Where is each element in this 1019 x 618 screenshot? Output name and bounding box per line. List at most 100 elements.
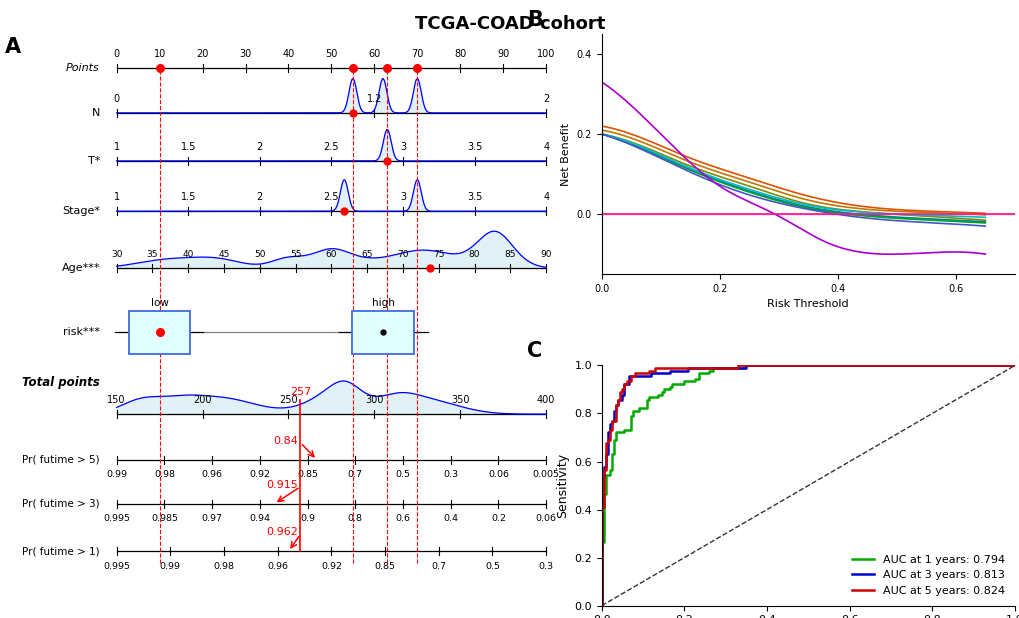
AUC at 5 years: 0.824: (0.305, 0.989): 0.824: (0.305, 0.989) — [720, 365, 733, 372]
Text: 70: 70 — [411, 49, 423, 59]
Risk — [666, 151, 679, 159]
Text: 0.962: 0.962 — [266, 527, 298, 537]
AUC at 3 years: 0.813: (0, 0): 0.813: (0, 0) — [595, 602, 607, 609]
Risk — [610, 130, 623, 137]
Text: 0.3: 0.3 — [442, 470, 458, 479]
Text: 200: 200 — [194, 395, 212, 405]
N — [959, 221, 971, 229]
Text: 0.9: 0.9 — [300, 514, 315, 523]
Stage — [697, 171, 709, 179]
Text: 90: 90 — [496, 49, 508, 59]
T — [697, 170, 709, 177]
Legend: AUC at 1 years: 0.794, AUC at 3 years: 0.813, AUC at 5 years: 0.824: AUC at 1 years: 0.794, AUC at 3 years: 0… — [847, 550, 1009, 600]
T — [959, 213, 971, 220]
Stage — [610, 135, 623, 143]
Text: 0.2: 0.2 — [490, 514, 505, 523]
Nomogram — [959, 209, 971, 216]
Text: 0.5: 0.5 — [395, 470, 410, 479]
Text: 30: 30 — [111, 250, 122, 259]
Text: 60: 60 — [325, 250, 337, 259]
AUC at 1 years: 0.794: (0, 0): 0.794: (0, 0) — [595, 602, 607, 609]
Stage — [946, 216, 958, 224]
Text: 40: 40 — [282, 49, 294, 59]
AUC at 5 years: 0.824: (0.33, 1): 0.824: (0.33, 1) — [732, 362, 744, 369]
Gender — [595, 130, 607, 138]
AUC at 1 years: 0.794: (0.305, 0.989): 0.794: (0.305, 0.989) — [720, 365, 733, 372]
Text: high: high — [371, 298, 394, 308]
N — [978, 222, 990, 230]
N — [610, 135, 623, 143]
Risk — [697, 163, 709, 171]
Text: T*: T* — [88, 156, 100, 166]
Text: Stage*: Stage* — [62, 206, 100, 216]
Line: AUC at 1 years: 0.794: AUC at 1 years: 0.794 — [601, 365, 1014, 606]
Nomogram — [978, 210, 990, 217]
T — [595, 130, 607, 138]
AUC at 3 years: 0.813: (0.03, 0.767): 0.813: (0.03, 0.767) — [607, 418, 620, 425]
Text: 350: 350 — [450, 395, 469, 405]
Line: Age: Age — [601, 134, 984, 220]
AUC at 5 years: 0.824: (0.985, 1): 0.824: (0.985, 1) — [1002, 362, 1014, 369]
AUC at 1 years: 0.794: (1, 1): 0.794: (1, 1) — [1008, 362, 1019, 369]
Stage — [666, 158, 679, 166]
Line: All: All — [601, 82, 984, 254]
Gender — [610, 135, 623, 143]
Text: 0.8: 0.8 — [347, 514, 363, 523]
Risk — [978, 211, 990, 219]
Age — [946, 214, 958, 222]
AUC at 1 years: 0.794: (0.05, 0.722): 0.794: (0.05, 0.722) — [615, 428, 628, 436]
Text: 60: 60 — [368, 49, 380, 59]
All — [961, 248, 973, 256]
AUC at 1 years: 0.794: (0.39, 1): 0.794: (0.39, 1) — [756, 362, 768, 369]
All — [697, 171, 709, 178]
Stage — [978, 218, 990, 226]
Text: 3.5: 3.5 — [467, 192, 482, 202]
Text: 100: 100 — [536, 49, 554, 59]
Text: 0.94: 0.94 — [249, 514, 270, 523]
Age — [697, 167, 709, 175]
Text: 10: 10 — [153, 49, 165, 59]
Stage — [595, 130, 607, 138]
Age — [610, 134, 623, 142]
Text: 0.99: 0.99 — [106, 470, 127, 479]
Text: 50: 50 — [325, 49, 337, 59]
All — [883, 250, 896, 258]
N — [666, 161, 679, 168]
AUC at 1 years: 0.794: (0.985, 1): 0.794: (0.985, 1) — [1002, 362, 1014, 369]
AUC at 5 years: 0.824: (0.03, 0.767): 0.824: (0.03, 0.767) — [607, 418, 620, 425]
Text: 1.2: 1.2 — [366, 94, 382, 104]
Text: Pr( futime > 1): Pr( futime > 1) — [22, 546, 100, 556]
Text: 0.96: 0.96 — [267, 562, 288, 570]
Text: 1.5: 1.5 — [180, 192, 196, 202]
Text: 0.985: 0.985 — [151, 514, 177, 523]
Text: 1.5: 1.5 — [180, 142, 196, 152]
Age — [978, 216, 990, 224]
AUC at 3 years: 0.813: (0.35, 1): 0.813: (0.35, 1) — [740, 362, 752, 369]
AUC at 5 years: 0.824: (1, 1): 0.824: (1, 1) — [1008, 362, 1019, 369]
Text: 0.7: 0.7 — [431, 562, 446, 570]
AUC at 5 years: 0.824: (0.39, 1): 0.824: (0.39, 1) — [756, 362, 768, 369]
Bar — [128, 311, 191, 354]
AUC at 5 years: 0.824: (0, 0): 0.824: (0, 0) — [595, 602, 607, 609]
Stage — [959, 217, 971, 224]
Line: N: N — [601, 134, 984, 226]
Text: Pr( futime > 3): Pr( futime > 3) — [22, 499, 100, 509]
Gender — [666, 159, 679, 166]
Text: 0: 0 — [113, 49, 119, 59]
Y-axis label: Sensitivity: Sensitivity — [555, 453, 569, 518]
Text: 0.06: 0.06 — [487, 470, 508, 479]
AUC at 3 years: 0.813: (0.03, 0.789): 0.813: (0.03, 0.789) — [607, 412, 620, 420]
X-axis label: Risk Threshold: Risk Threshold — [766, 300, 848, 310]
Text: 0.85: 0.85 — [374, 562, 395, 570]
Nomogram — [697, 159, 709, 167]
Stage — [619, 138, 631, 145]
All — [948, 248, 960, 256]
Text: 2: 2 — [542, 94, 549, 104]
Risk — [959, 210, 971, 218]
Age — [959, 215, 971, 222]
Text: 0.98: 0.98 — [154, 470, 174, 479]
Text: Pr( futime > 5): Pr( futime > 5) — [22, 455, 100, 465]
Text: 300: 300 — [365, 395, 383, 405]
Text: 0.92: 0.92 — [321, 562, 341, 570]
Text: 0.5: 0.5 — [484, 562, 499, 570]
